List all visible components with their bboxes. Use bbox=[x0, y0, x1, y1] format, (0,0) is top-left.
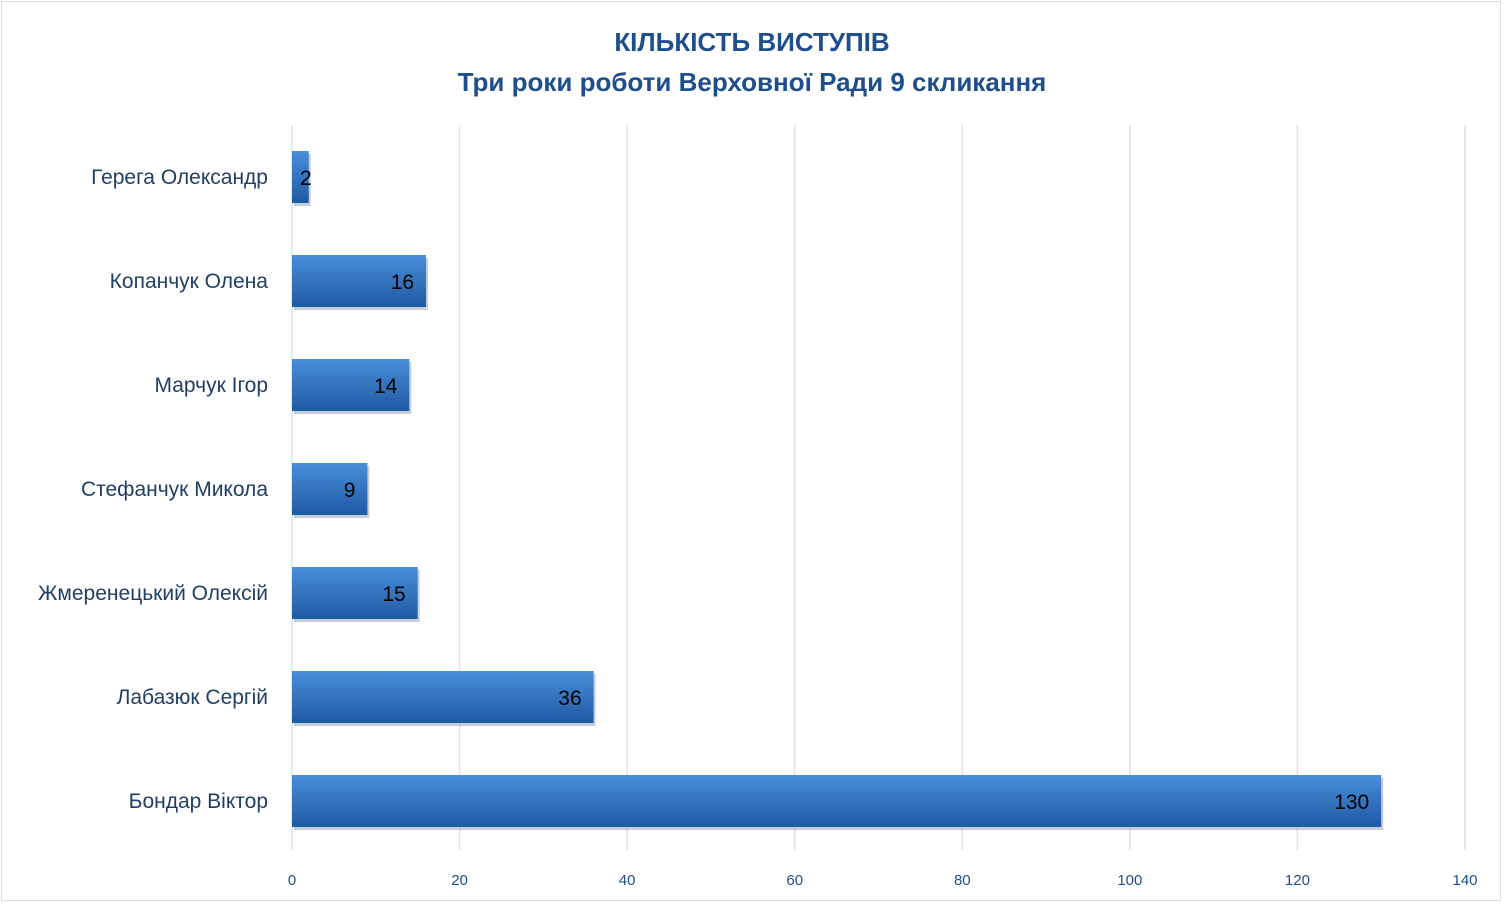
category-label: Герега Олександр bbox=[91, 166, 268, 189]
x-tick-label: 80 bbox=[954, 872, 971, 889]
x-tick-label: 120 bbox=[1285, 872, 1310, 889]
x-tick-label: 40 bbox=[619, 872, 636, 889]
bar bbox=[292, 463, 368, 515]
bar bbox=[292, 359, 410, 411]
x-tick-label: 0 bbox=[288, 872, 296, 889]
data-label: 15 bbox=[382, 583, 405, 606]
bar bbox=[292, 775, 1382, 827]
category-label: Лабазюк Сергій bbox=[117, 686, 268, 709]
data-label: 16 bbox=[391, 271, 414, 294]
bar bbox=[292, 151, 309, 203]
data-label: 36 bbox=[558, 687, 581, 710]
category-label: Марчук Ігор bbox=[155, 374, 268, 397]
data-label: 130 bbox=[1334, 791, 1369, 814]
bars bbox=[292, 151, 1384, 830]
category-label: Стефанчук Микола bbox=[81, 478, 268, 501]
data-label: 9 bbox=[344, 479, 356, 502]
category-label: Жмеренецький Олексій bbox=[38, 582, 268, 605]
chart-title: КІЛЬКІСТЬ ВИСТУПІВ bbox=[614, 27, 890, 57]
x-tick-label: 20 bbox=[451, 872, 468, 889]
data-label: 14 bbox=[374, 375, 398, 398]
data-label: 2 bbox=[300, 167, 312, 190]
gridlines bbox=[291, 125, 1466, 850]
category-label: Копанчук Олена bbox=[110, 270, 269, 293]
x-tick-label: 100 bbox=[1117, 872, 1142, 889]
bar bbox=[292, 671, 594, 723]
category-label: Бондар Віктор bbox=[129, 790, 268, 813]
chart-subtitle: Три роки роботи Верховної Ради 9 скликан… bbox=[457, 67, 1047, 97]
bar bbox=[292, 255, 427, 307]
labels: 0 20 40 60 80 100 120 140 Герега Олександр 2 Копан… bbox=[38, 166, 1477, 889]
x-tick-label: 140 bbox=[1452, 872, 1477, 889]
x-tick-label: 60 bbox=[786, 872, 803, 889]
chart-title-block: КІЛЬКІСТЬ ВИСТУПІВ Три роки роботи Верхо… bbox=[0, 22, 1504, 102]
bar bbox=[292, 567, 418, 619]
